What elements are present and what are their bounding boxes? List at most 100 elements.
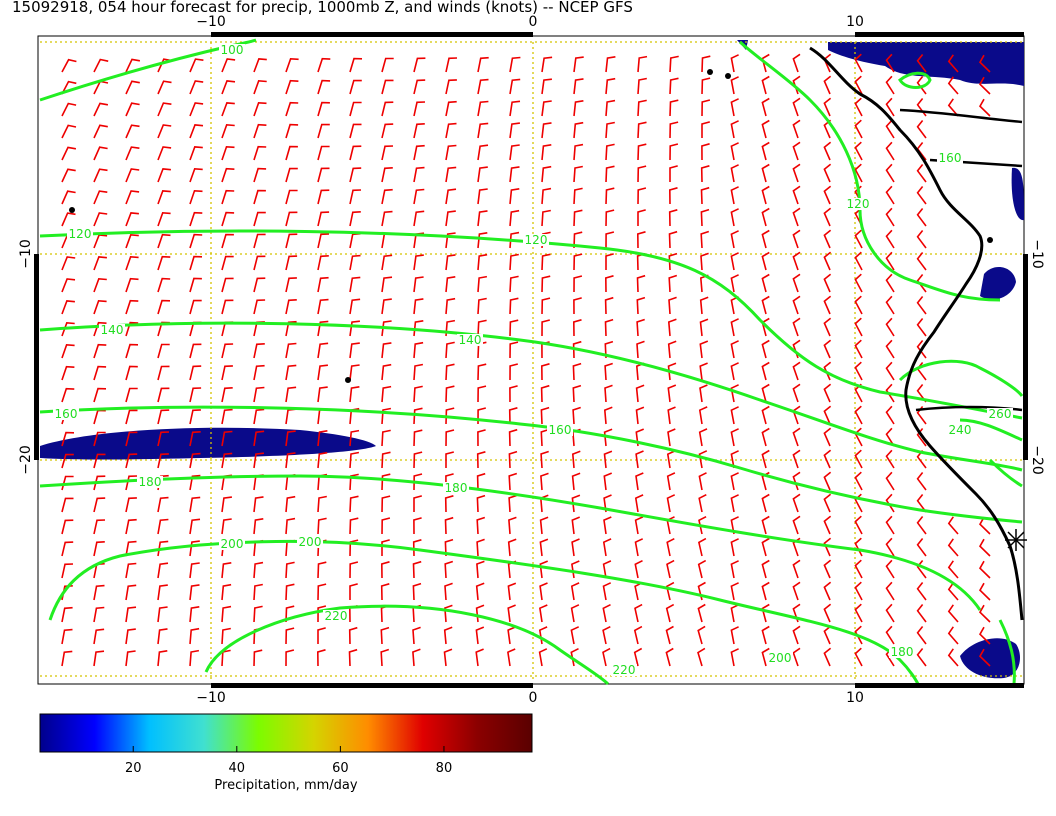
- wind-barb: [854, 647, 863, 667]
- wind-barb: [823, 273, 832, 293]
- wind-barb: [885, 273, 895, 293]
- wind-barb: [285, 277, 297, 293]
- wind-barb: [477, 363, 487, 381]
- wind-barb: [854, 97, 863, 117]
- wind-barb: [509, 253, 519, 271]
- wind-barb: [189, 649, 200, 667]
- wind-barb: [823, 317, 832, 337]
- wind-barb: [61, 343, 75, 359]
- wind-barb: [698, 472, 707, 491]
- wind-barb: [349, 342, 360, 359]
- wind-barb: [381, 342, 392, 359]
- wind-barb: [761, 53, 770, 73]
- wind-barb: [792, 119, 801, 139]
- wind-barb: [125, 628, 136, 645]
- wind-barb: [61, 387, 75, 403]
- wind-barb: [539, 560, 549, 579]
- wind-barb: [349, 320, 360, 337]
- wind-barb: [666, 494, 676, 513]
- wind-barb: [445, 276, 456, 293]
- wind-barb: [253, 233, 266, 249]
- wind-barb: [189, 540, 200, 557]
- wind-barb: [477, 253, 488, 271]
- wind-barb: [635, 406, 645, 425]
- wind-barb: [349, 189, 362, 205]
- wind-barb: [668, 252, 678, 271]
- wind-barb: [445, 79, 457, 95]
- wind-barb: [221, 211, 235, 227]
- wind-barb: [93, 190, 108, 205]
- wind-barb: [413, 210, 425, 227]
- wind-barb: [477, 122, 489, 139]
- wind-barb: [701, 77, 711, 95]
- wind-barb: [570, 582, 580, 601]
- wind-barb: [317, 364, 328, 381]
- wind-barb: [978, 626, 991, 645]
- wind-barb: [916, 538, 927, 557]
- wind-barb: [508, 494, 517, 513]
- wind-barb: [317, 583, 327, 601]
- wind-barb: [125, 540, 137, 557]
- wind-barb: [157, 584, 168, 601]
- wind-barb: [605, 187, 615, 205]
- wind-barb: [885, 471, 895, 491]
- wind-barb: [221, 365, 233, 381]
- wind-barb: [285, 517, 296, 535]
- wind-barb: [157, 606, 168, 623]
- wind-barb: [93, 102, 109, 117]
- wind-barb: [189, 496, 201, 513]
- x-bottom-tick-0: 0: [529, 690, 538, 706]
- wind-barb: [885, 53, 895, 73]
- wind-barb: [125, 233, 139, 249]
- wind-barb: [604, 296, 614, 315]
- wind-barb: [823, 537, 832, 557]
- x-top-tick-0: 0: [529, 14, 538, 30]
- wind-barb: [221, 627, 231, 645]
- wind-barb: [221, 167, 235, 183]
- wind-barb: [412, 539, 422, 557]
- wind-barb: [507, 648, 516, 667]
- wind-barb: [93, 124, 108, 139]
- wind-barb: [317, 605, 327, 623]
- wind-barb: [381, 145, 394, 161]
- wind-barb: [823, 471, 832, 491]
- wind-barb: [667, 384, 677, 403]
- wind-barb: [93, 387, 107, 403]
- wind-barb: [669, 121, 679, 139]
- wind-barb: [947, 98, 959, 117]
- wind-barb: [61, 606, 73, 623]
- wind-barb: [602, 538, 612, 557]
- wind-barb: [699, 340, 709, 359]
- wind-barb: [157, 255, 171, 271]
- wind-barb: [381, 276, 393, 293]
- wind-barb: [730, 428, 739, 447]
- wind-barb: [445, 188, 457, 205]
- wind-barb: [730, 472, 739, 491]
- wind-barb: [253, 101, 267, 117]
- wind-barb: [125, 584, 137, 601]
- wind-barb: [761, 185, 770, 205]
- wind-barb: [349, 495, 359, 513]
- wind-barb: [125, 277, 139, 293]
- wind-barb: [571, 494, 581, 513]
- island: [345, 377, 351, 383]
- wind-barb: [761, 581, 770, 601]
- wind-barb: [507, 626, 516, 645]
- wind-barb: [125, 80, 140, 95]
- contour-label: 120: [69, 227, 92, 241]
- wind-barb: [885, 339, 895, 359]
- wind-barb: [125, 255, 139, 271]
- wind-barb: [413, 276, 424, 293]
- wind-barb: [93, 519, 106, 535]
- wind-barb: [189, 606, 200, 623]
- wind-barb: [916, 560, 927, 579]
- wind-barb: [221, 562, 232, 579]
- wind-barb: [380, 583, 390, 601]
- wind-barb: [978, 560, 991, 579]
- contour-label-bg: [137, 476, 163, 488]
- wind-barb: [93, 431, 106, 447]
- y-right-tick-neg20: −20: [1029, 445, 1045, 475]
- wind-barb: [730, 230, 739, 249]
- wind-barb: [978, 98, 991, 117]
- wind-barb: [221, 80, 236, 95]
